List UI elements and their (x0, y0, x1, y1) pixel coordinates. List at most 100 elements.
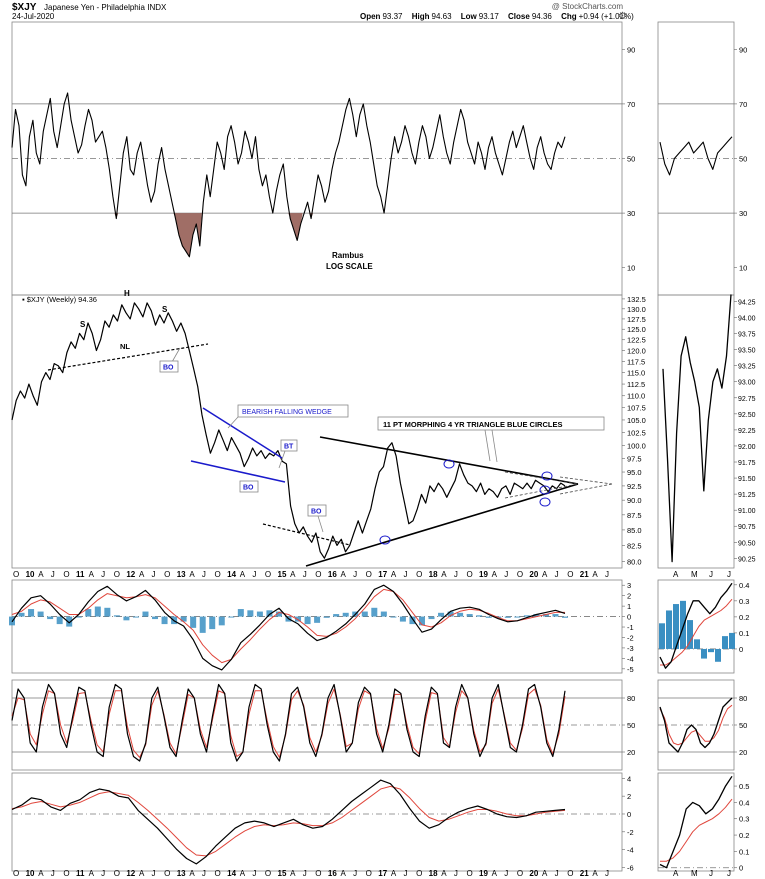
x-tick-label: J (353, 570, 357, 579)
macd-histogram-bar (56, 616, 63, 625)
stoch-line (11, 683, 566, 762)
macd-histogram-bar (466, 614, 473, 617)
macd-histogram-bar (447, 611, 454, 617)
x-tick-label: 14 (227, 869, 236, 878)
x-tick-label: A (492, 570, 498, 579)
x-tick-label: 19 (479, 570, 488, 579)
y-tick-label: 4 (627, 774, 631, 783)
triangle-lower-line (305, 483, 579, 567)
x-tick-label: A (340, 570, 346, 579)
right-panel-frame (657, 679, 735, 771)
y-tick-label: 90.50 (738, 540, 756, 547)
macd-histogram-bar (66, 616, 73, 627)
right-panel-frame (657, 21, 735, 296)
x-tick-label: J (555, 869, 559, 878)
x-tick-label: 13 (177, 570, 186, 579)
macd-signal-line (11, 588, 565, 664)
right-panel-frame (657, 772, 735, 872)
y-tick-label: 93.00 (738, 380, 756, 387)
macd-histogram-bar (266, 610, 273, 617)
oversold-fill (173, 213, 202, 257)
x-tick-label: 12 (126, 570, 135, 579)
y-tick-label: 92.5 (627, 482, 642, 491)
x-tick-label: 19 (479, 869, 488, 878)
x-tick-label: 15 (278, 570, 287, 579)
y-tick-label: 10 (627, 264, 635, 273)
macd-histogram-bar-detail (687, 620, 693, 649)
x-tick-label: A (89, 570, 95, 579)
x-tick-label: O (416, 570, 422, 579)
macd-histogram-bar (113, 615, 120, 617)
x-tick-label: A (391, 869, 397, 878)
macd-histogram-bar (275, 611, 282, 617)
y-tick-label: 50 (739, 721, 747, 730)
y-tick-label: 122.5 (627, 336, 646, 345)
y-tick-label: 0 (739, 864, 743, 873)
x-tick-label: J (605, 570, 609, 579)
y-tick-label: 91.50 (738, 476, 756, 483)
annotation-bo-2-box (239, 480, 259, 493)
y-tick-label: -1 (627, 623, 634, 632)
macd-histogram-bar (399, 616, 406, 622)
x-tick-label: J (51, 869, 55, 878)
panel-frame (11, 579, 623, 674)
right-panel-frame (657, 579, 735, 674)
y-tick-label: 0.2 (739, 831, 749, 840)
x-tick-label: J (303, 869, 307, 878)
macd-histogram-bar-detail (722, 636, 728, 649)
macd-histogram-bar (390, 616, 397, 618)
neckline-line (47, 343, 209, 371)
price-line-detail (662, 294, 732, 563)
blue-circle-marker (541, 471, 553, 481)
x-tick-label: O (466, 869, 472, 878)
panel-frame (11, 772, 623, 872)
y-tick-label: 97.5 (627, 455, 642, 464)
x-tick-label: A (592, 869, 598, 878)
bt-pointer (278, 450, 286, 469)
x-tick-label: A (542, 570, 548, 579)
macd-histogram-bar (190, 616, 197, 628)
y-tick-label: 90.25 (738, 556, 756, 563)
osc-signal-line (11, 785, 566, 857)
macd-histogram-bar (428, 616, 435, 620)
triangle-pointer-2 (491, 429, 498, 463)
macd-histogram-bar (514, 616, 521, 618)
x-tick-label: J (504, 869, 508, 878)
macd-histogram-bar-detail (708, 648, 714, 653)
stoch-line-detail (659, 697, 733, 753)
x-tick-label: O (164, 570, 170, 579)
x-tick-label: O (315, 570, 321, 579)
y-tick-label: 112.5 (627, 380, 645, 389)
settings-gear-icon[interactable]: ⚙ (618, 11, 627, 22)
x-tick-label: A (290, 570, 296, 579)
y-tick-label: 70 (627, 100, 635, 109)
y-tick-label: 80.0 (627, 557, 642, 566)
x-tick-label: J (202, 869, 206, 878)
y-tick-label: 82.5 (627, 541, 642, 550)
y-tick-label: 30 (627, 209, 635, 218)
annotation-bo-1: BO (163, 365, 174, 372)
x-tick-label: M (691, 570, 698, 579)
price-line (11, 302, 566, 559)
y-tick-label: 94.00 (738, 315, 756, 322)
macd-histogram-bar (85, 609, 92, 617)
osc-line-detail (659, 775, 733, 869)
macd-histogram-bar (342, 612, 349, 617)
x-tick-label: A (673, 570, 679, 579)
x-tick-label: 20 (529, 869, 538, 878)
x-tick-label: A (89, 869, 95, 878)
symbol-label: $XJY (12, 2, 37, 13)
macd-histogram-bar (209, 616, 216, 630)
x-tick-label: 10 (26, 570, 35, 579)
x-tick-label: J (504, 570, 508, 579)
rsi-line-detail (659, 136, 733, 176)
x-tick-label: A (139, 869, 145, 878)
y-tick-label: 2 (627, 792, 631, 801)
wedge-label-box (237, 404, 349, 418)
stoch-signal-line (11, 688, 566, 758)
y-tick-label: -2 (627, 633, 634, 642)
x-tick-label: A (38, 869, 44, 878)
annotation-head: H (124, 289, 130, 298)
x-tick-label: 16 (328, 570, 337, 579)
y-tick-label: 80 (739, 694, 747, 703)
